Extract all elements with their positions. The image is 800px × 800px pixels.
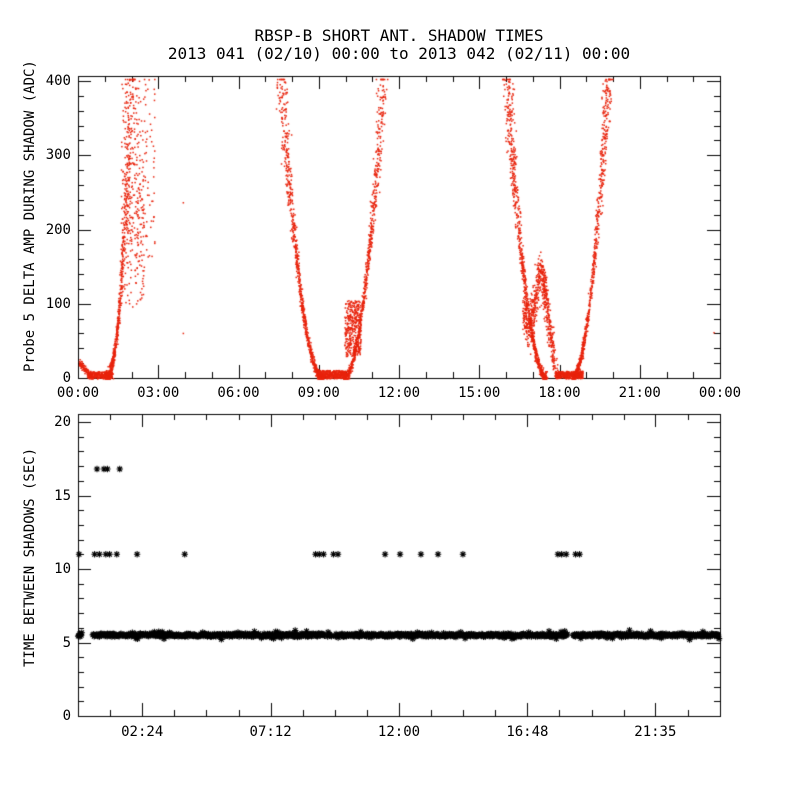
chart-title: RBSP-B SHORT ANT. SHADOW TIMES xyxy=(254,26,544,45)
top-y-tick-label: 400 xyxy=(45,73,71,89)
bottom-y-tick-label: 5 xyxy=(62,634,71,651)
chart-subtitle: 2013 041 (02/10) 00:00 to 2013 042 (02/1… xyxy=(167,44,631,63)
top-x-tick-label: 00:00 xyxy=(56,385,100,401)
top-x-tick-label: 18:00 xyxy=(538,385,581,401)
top-x-tick-label: 09:00 xyxy=(297,385,340,401)
bottom-x-tick-label: 07:12 xyxy=(249,724,292,740)
top-x-tick-label: 00:00 xyxy=(698,385,742,401)
bottom-x-tick-label: 21:35 xyxy=(634,724,677,740)
bottom-y-tick-label: 20 xyxy=(54,414,71,430)
top-y-tick-label: 300 xyxy=(45,147,71,164)
top-y-tick-label: 200 xyxy=(45,221,71,238)
bottom-x-tick-label: 16:48 xyxy=(506,724,549,740)
top-y-tick-label: 0 xyxy=(62,370,71,386)
top-x-tick-label: 15:00 xyxy=(458,385,501,401)
top-y-axis-label: Probe 5 DELTA AMP DURING SHADOW (ADC) xyxy=(22,60,38,372)
bottom-y-tick-label: 0 xyxy=(62,708,71,724)
bottom-y-tick-label: 10 xyxy=(54,561,71,577)
bottom-x-tick-label: 12:00 xyxy=(377,724,421,740)
top-x-tick-label: 03:00 xyxy=(137,385,180,401)
bottom-x-tick-label: 02:24 xyxy=(121,724,164,740)
top-y-tick-label: 100 xyxy=(45,295,71,312)
top-x-tick-label: 21:00 xyxy=(618,385,661,401)
bottom-y-tick-label: 15 xyxy=(54,487,71,504)
top-x-tick-label: 12:00 xyxy=(377,385,421,401)
top-x-tick-label: 06:00 xyxy=(217,385,260,401)
